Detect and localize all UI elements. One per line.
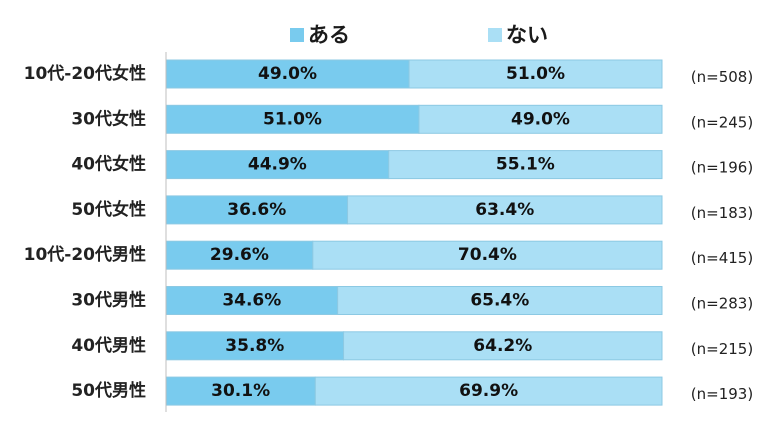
category-label: 40代女性	[71, 154, 146, 175]
data-label: 29.6%	[210, 245, 269, 265]
data-label: 30.1%	[211, 381, 270, 401]
category-label: 50代女性	[71, 199, 146, 220]
legend-swatch-2	[488, 28, 502, 42]
bar-segment-aru	[165, 104, 420, 134]
bar-segment-nai	[314, 376, 663, 406]
bar-segment-nai	[408, 59, 663, 89]
bar-segment-aru	[165, 59, 410, 89]
data-label: 69.9%	[459, 381, 518, 401]
bar-segment-aru	[165, 150, 390, 180]
data-label: 51.0%	[263, 109, 322, 129]
data-label: 34.6%	[222, 291, 281, 311]
data-label: 49.0%	[511, 109, 570, 129]
bar-segment-nai	[388, 150, 663, 180]
category-label: 30代男性	[71, 290, 146, 311]
bars: 10代-20代女性 49.0% 51.0% (n=508) 30代女性 51.0% 49.0…	[24, 59, 753, 406]
category-label: 10代-20代女性	[24, 63, 146, 84]
sample-size-label: (n=508)	[691, 68, 753, 86]
sample-size-label: (n=245)	[691, 113, 753, 131]
bar-segment-nai	[312, 240, 663, 270]
legend-swatch-1	[290, 28, 304, 42]
sample-size-label: (n=283)	[691, 295, 753, 313]
legend: ある ない	[290, 23, 548, 47]
bar-segment-aru	[165, 331, 345, 361]
data-label: 63.4%	[475, 200, 534, 220]
data-label: 51.0%	[506, 64, 565, 84]
data-label: 44.9%	[248, 155, 307, 175]
legend-label-2: ない	[506, 23, 548, 47]
category-label: 50代男性	[71, 380, 146, 401]
sample-size-label: (n=215)	[691, 340, 753, 358]
bar-segment-nai	[337, 286, 663, 315]
bar-segment-aru	[165, 195, 349, 225]
data-label: 64.2%	[473, 336, 532, 356]
category-label: 30代女性	[71, 108, 146, 129]
bar-segment-nai	[418, 104, 663, 134]
data-label: 36.6%	[227, 200, 286, 220]
data-label: 65.4%	[470, 291, 529, 311]
data-label: 35.8%	[225, 336, 284, 356]
category-label: 40代男性	[71, 335, 146, 356]
data-label: 55.1%	[496, 155, 555, 175]
sample-size-label: (n=415)	[691, 249, 753, 267]
data-label: 70.4%	[458, 245, 517, 265]
sample-size-label: (n=193)	[691, 385, 753, 403]
sample-size-label: (n=196)	[691, 159, 753, 177]
legend-label-1: ある	[308, 23, 350, 47]
bar-segment-nai	[343, 331, 663, 361]
data-label: 49.0%	[258, 64, 317, 84]
bar-segment-nai	[347, 195, 663, 225]
category-label: 10代-20代男性	[24, 244, 146, 265]
sample-size-label: (n=183)	[691, 204, 753, 222]
